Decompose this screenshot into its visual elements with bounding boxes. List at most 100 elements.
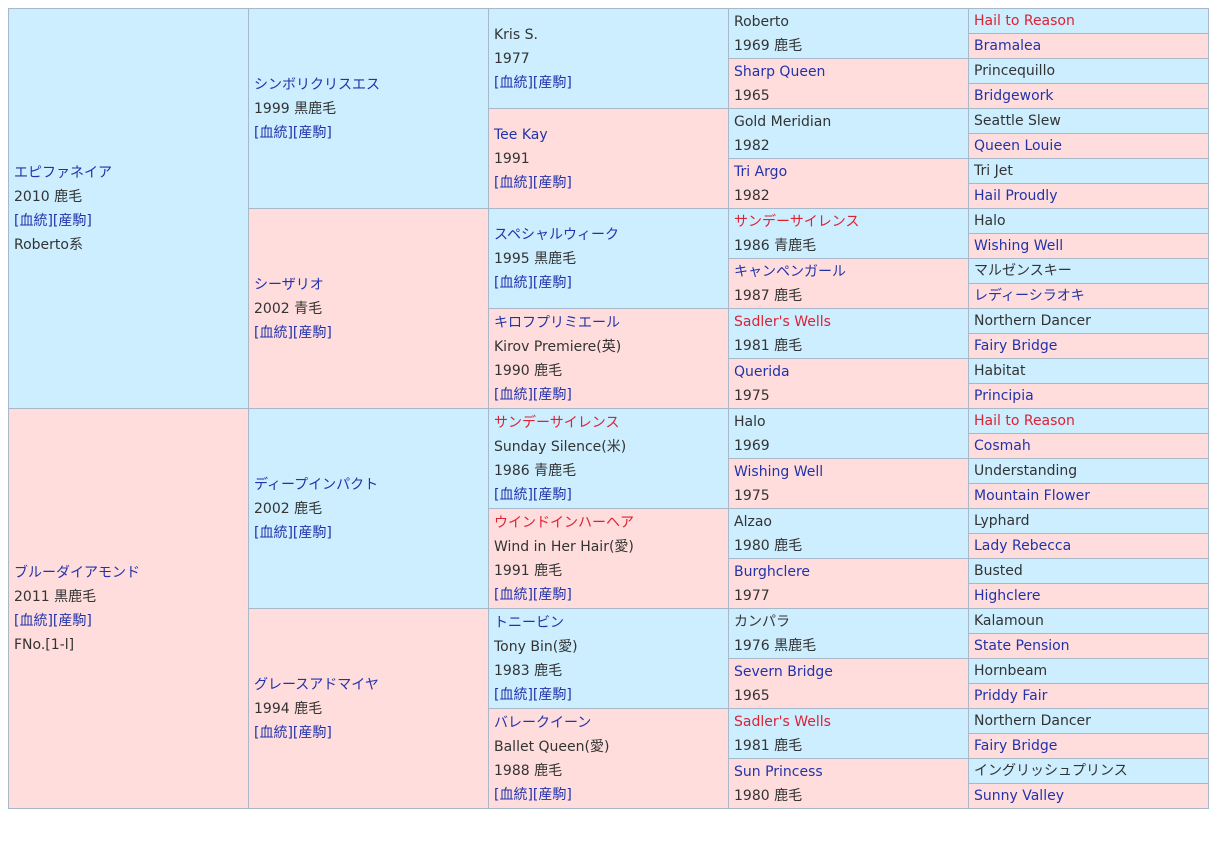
horse-name-link[interactable]: State Pension: [974, 638, 1070, 654]
horse-name-link[interactable]: Princequillo: [974, 63, 1056, 79]
horse-name-link[interactable]: Sadler's Wells: [734, 313, 831, 330]
horse-name-link[interactable]: サンデーサイレンス: [734, 213, 860, 230]
horse-links[interactable]: [血統][産駒]: [494, 586, 572, 603]
horse-links[interactable]: [血統][産駒]: [494, 386, 572, 403]
gen5-cell: Priddy Fair: [968, 683, 1209, 709]
horse-name-link[interactable]: Alzao: [734, 513, 772, 530]
horse-name-link[interactable]: トニービン: [494, 614, 564, 631]
pedigree-row: Principia: [9, 383, 1209, 409]
horse-links[interactable]: [血統][産駒]: [254, 124, 332, 141]
pedigree-row: Tee Kay 1991 [血統][産駒] Gold Meridian 1982 Seat…: [9, 108, 1209, 209]
horse-name-link[interactable]: Wishing Well: [734, 463, 824, 480]
horse-name-link[interactable]: Seattle Slew: [974, 113, 1061, 129]
gen5-cell: レディーシラオキ: [968, 283, 1209, 309]
horse-name-link[interactable]: Bramalea: [974, 38, 1042, 54]
horse-links[interactable]: [血統][産駒]: [254, 524, 332, 541]
horse-name-link[interactable]: エピファネイア: [14, 164, 112, 181]
horse-name-link[interactable]: Bridgework: [974, 88, 1054, 104]
horse-name-link[interactable]: シンボリクリスエス: [254, 76, 380, 93]
horse-name-link[interactable]: Severn Bridge: [734, 663, 833, 680]
horse-year-color: 1991 鹿毛: [494, 562, 563, 579]
horse-name-link[interactable]: Sadler's Wells: [734, 713, 831, 730]
horse-english-name[interactable]: Tony Bin(愛): [494, 638, 578, 655]
horse-year-color: 1976 黒鹿毛: [734, 637, 817, 654]
pedigree-row: Burghclere 1977 Busted: [9, 558, 1209, 609]
horse-english-name[interactable]: Sunday Silence(米): [494, 438, 627, 455]
horse-name-link[interactable]: レディーシラオキ: [974, 288, 1085, 304]
horse-name-link[interactable]: Hail to Reason: [974, 413, 1075, 429]
horse-name-link[interactable]: ウインドインハーヘア: [494, 514, 634, 531]
horse-links[interactable]: [血統][産駒]: [494, 686, 572, 703]
horse-name-link[interactable]: Habitat: [974, 363, 1026, 379]
horse-name-link[interactable]: Hornbeam: [974, 663, 1048, 679]
horse-name-link[interactable]: Querida: [734, 363, 790, 380]
horse-name-link[interactable]: Highclere: [974, 588, 1041, 604]
horse-name-link[interactable]: Roberto: [734, 13, 789, 30]
horse-name-link[interactable]: Cosmah: [974, 438, 1031, 454]
horse-name-link[interactable]: ディープインパクト: [254, 476, 379, 493]
horse-links[interactable]: [血統][産駒]: [494, 274, 572, 291]
horse-english-name[interactable]: Wind in Her Hair(愛): [494, 538, 634, 555]
horse-name-link[interactable]: Principia: [974, 388, 1034, 404]
horse-name-link[interactable]: カンパラ: [734, 613, 790, 630]
horse-name-link[interactable]: Lyphard: [974, 513, 1030, 529]
horse-name-link[interactable]: Northern Dancer: [974, 313, 1091, 329]
horse-name-link[interactable]: ブルーダイアモンド: [14, 564, 140, 581]
horse-links[interactable]: [血統][産駒]: [494, 74, 572, 91]
horse-name-link[interactable]: Burghclere: [734, 563, 811, 580]
horse-name-link[interactable]: バレークイーン: [494, 714, 592, 731]
family-number-label: FNo.[1-l]: [14, 636, 75, 653]
horse-english-name[interactable]: Kirov Premiere(英): [494, 338, 622, 355]
pedigree-row: ウインドインハーヘア Wind in Her Hair(愛) 1991 鹿毛 [血統]…: [9, 508, 1209, 609]
horse-year-color: 1977: [494, 50, 530, 67]
horse-name-link[interactable]: Wishing Well: [974, 238, 1064, 254]
horse-name-link[interactable]: Sun Princess: [734, 763, 823, 780]
gen5-cell: Hail Proudly: [968, 183, 1209, 209]
gen5-cell: Queen Louie: [968, 133, 1209, 159]
horse-name-link[interactable]: Fairy Bridge: [974, 738, 1058, 754]
gen5-cell: Fairy Bridge: [968, 333, 1209, 359]
horse-name-link[interactable]: マルゼンスキー: [974, 263, 1072, 279]
gen5-cell: Lyphard: [968, 508, 1209, 534]
horse-name-link[interactable]: Tee Kay: [494, 126, 548, 143]
horse-name-link[interactable]: キロフプリミエール: [494, 314, 620, 331]
horse-name-link[interactable]: Priddy Fair: [974, 688, 1048, 704]
horse-name-link[interactable]: Fairy Bridge: [974, 338, 1058, 354]
horse-name-link[interactable]: Tri Argo: [734, 163, 788, 180]
horse-name-link[interactable]: スペシャルウィーク: [494, 226, 620, 243]
horse-name-link[interactable]: Mountain Flower: [974, 488, 1090, 504]
horse-links[interactable]: [血統][産駒]: [494, 786, 572, 803]
horse-links[interactable]: [血統][産駒]: [494, 174, 572, 191]
horse-year-color: 1980 鹿毛: [734, 537, 803, 554]
gen3-cell: スペシャルウィーク 1995 黒鹿毛 [血統][産駒]: [488, 208, 729, 309]
gen2-cell: ディープインパクト 2002 鹿毛 [血統][産駒]: [248, 408, 489, 609]
horse-links[interactable]: [血統][産駒]: [254, 724, 332, 741]
horse-name-link[interactable]: Lady Rebecca: [974, 538, 1072, 554]
horse-links[interactable]: [血統][産駒]: [494, 486, 572, 503]
horse-name-link[interactable]: キャンペンガール: [734, 263, 846, 280]
horse-name-link[interactable]: Halo: [974, 213, 1006, 229]
horse-name-link[interactable]: Halo: [734, 413, 766, 430]
horse-links[interactable]: [血統][産駒]: [254, 324, 332, 341]
horse-english-name[interactable]: Ballet Queen(愛): [494, 738, 610, 755]
horse-name-link[interactable]: Tri Jet: [974, 163, 1013, 179]
horse-name-link[interactable]: Kris S.: [494, 26, 538, 43]
horse-name-link[interactable]: Kalamoun: [974, 613, 1044, 629]
gen4-cell: Tri Argo 1982: [728, 158, 969, 209]
horse-name-link[interactable]: シーザリオ: [254, 276, 324, 293]
horse-name-link[interactable]: グレースアドマイヤ: [254, 676, 379, 693]
gen5-cell: Sunny Valley: [968, 783, 1209, 809]
horse-name-link[interactable]: Hail Proudly: [974, 188, 1058, 204]
horse-name-link[interactable]: サンデーサイレンス: [494, 414, 620, 431]
horse-name-link[interactable]: Sharp Queen: [734, 63, 826, 80]
horse-name-link[interactable]: Queen Louie: [974, 138, 1062, 154]
horse-name-link[interactable]: イングリッシュプリンス: [974, 763, 1128, 779]
horse-links[interactable]: [血統][産駒]: [14, 612, 92, 629]
horse-name-link[interactable]: Gold Meridian: [734, 113, 832, 130]
horse-name-link[interactable]: Hail to Reason: [974, 13, 1075, 29]
horse-links[interactable]: [血統][産駒]: [14, 212, 92, 229]
horse-name-link[interactable]: Understanding: [974, 463, 1078, 479]
horse-name-link[interactable]: Northern Dancer: [974, 713, 1091, 729]
horse-name-link[interactable]: Busted: [974, 563, 1023, 579]
horse-name-link[interactable]: Sunny Valley: [974, 788, 1064, 804]
